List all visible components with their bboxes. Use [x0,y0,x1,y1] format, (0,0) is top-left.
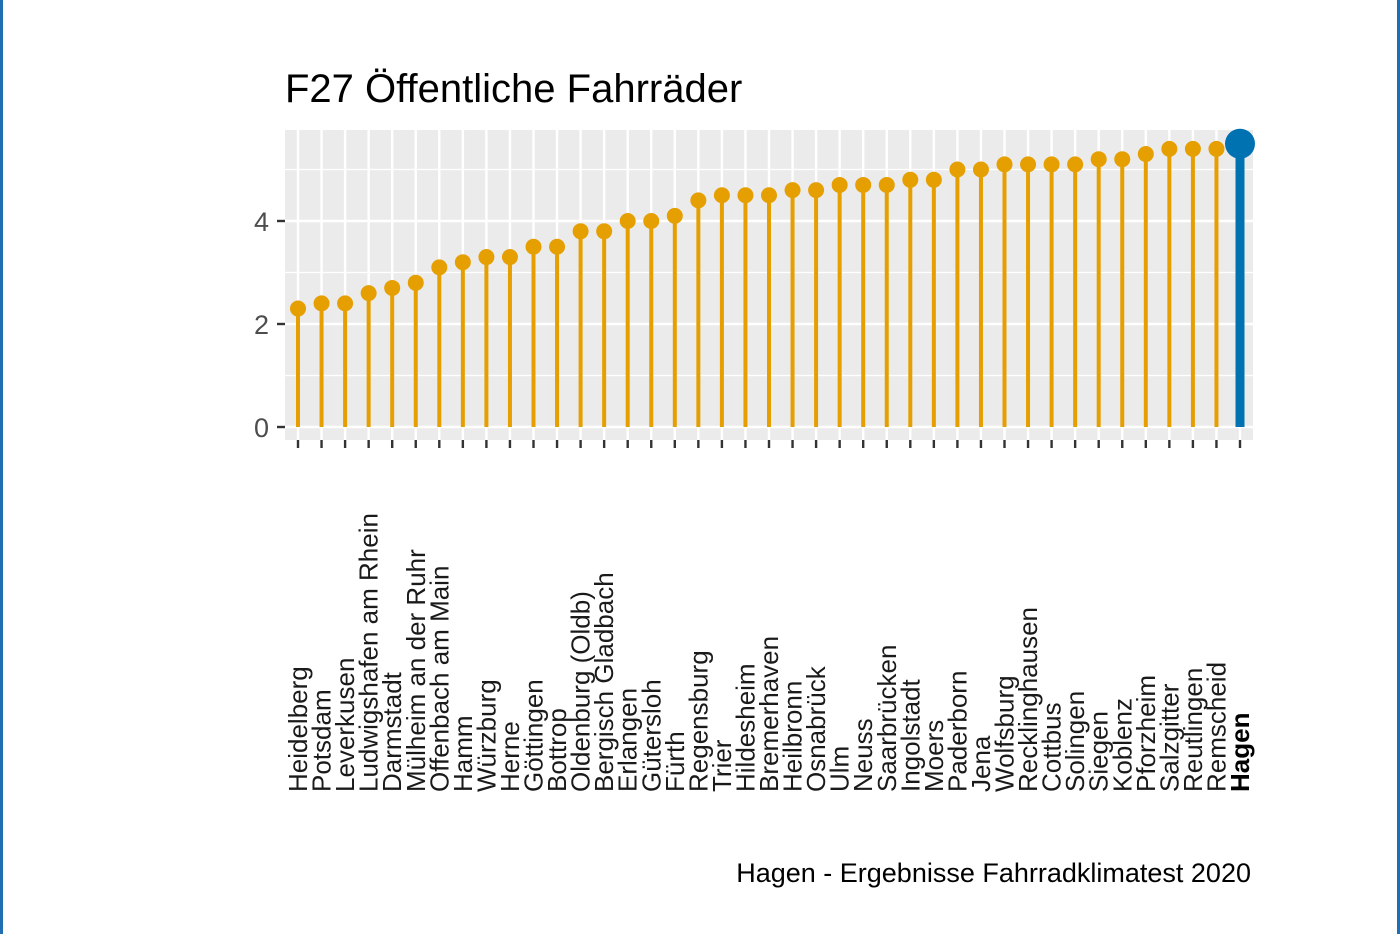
x-tick-label: Hagen [1225,713,1255,792]
x-tick-label: Regensburg [683,650,713,792]
x-tick-label: Wolfsburg [990,675,1020,792]
x-tick-label: Cottbus [1037,702,1067,792]
lollipop-point-Koblenz [1114,151,1131,168]
lollipop-point-Hildesheim [737,187,754,204]
lollipop-point-Moers [925,171,942,188]
x-tick-label: Koblenz [1107,698,1137,792]
x-tick-label: Neuss [848,718,878,792]
lollipop-point-Wolfsburg [996,156,1013,173]
lollipop-point-Siegen [1090,151,1107,168]
y-tick-label: 4 [254,207,269,237]
x-tick-label: Trier [707,739,737,792]
lollipop-point-Bergisch Gladbach [596,223,613,240]
lollipop-point-Heidelberg [290,300,306,317]
x-tick-label: Herne [495,721,525,792]
lollipop-point-Herne [501,249,518,266]
x-tick-label: Hamm [448,715,478,792]
x-tick-label: Paderborn [942,671,972,792]
x-tick-label: Leverkusen [330,658,360,792]
y-tick-label: 0 [254,413,269,443]
x-tick-label: Darmstadt [377,671,407,792]
lollipop-point-Trier [713,187,730,204]
x-tick-label: Saarbrücken [872,645,902,792]
lollipop-point-Osnabrück [808,182,825,199]
x-tick-label: Bergisch Gladbach [589,572,619,792]
x-tick-label: Osnabrück [801,665,831,792]
x-tick-label: Bremerhaven [754,636,784,792]
x-tick-label: Erlangen [613,688,643,792]
lollipop-point-Solingen [1067,156,1084,173]
chart-caption: Hagen - Ergebnisse Fahrradklimatest 2020 [736,858,1251,888]
x-tick-label: Potsdam [307,689,337,792]
lollipop-point-Bremerhaven [761,187,777,204]
chart-title: F27 Öffentliche Fahrräder [285,67,742,111]
x-tick-label: Remscheid [1201,662,1231,792]
x-tick-label: Reutlingen [1178,668,1208,792]
lollipop-point-Recklinghausen [1020,156,1037,173]
x-tick-label: Heilbronn [778,681,808,792]
lollipop-point-Fürth [666,207,683,224]
x-tick-label: Pforzheim [1131,675,1161,792]
lollipop-chart: F27 Öffentliche Fahrräder 0 2 4 Heidelberg… [254,67,1255,888]
x-tick-label: Recklinghausen [1013,607,1043,792]
x-tick-label: Jena [966,735,996,792]
lollipop-point-Mülheim an der Ruhr [407,274,424,291]
lollipop-point-Regensburg [690,192,707,209]
lollipop-point-Ulm [831,176,848,193]
lollipop-point-Ingolstadt [902,171,919,188]
lollipop-point-Gütersloh [643,213,660,229]
lollipop-point-Salzgitter [1161,140,1178,157]
lollipop-point-Oldenburg (Oldb) [572,223,589,240]
x-axis: HeidelbergPotsdamLeverkusenLudwigshafen … [283,440,1255,792]
lollipop-point-Würzburg [478,249,495,266]
lollipop-point-Jena [972,161,989,178]
y-axis: 0 2 4 [254,207,285,443]
lollipop-point-Cottbus [1043,156,1060,173]
x-tick-label: Ludwigshafen am Rhein [354,513,384,792]
lollipop-point-Pforzheim [1137,146,1154,163]
lollipop-point-Offenbach am Main [431,259,448,276]
y-tick-label: 2 [254,310,269,340]
lollipop-point-Hagen [1225,128,1255,159]
x-tick-label: Fürth [660,731,690,792]
lollipop-point-Saarbrücken [878,176,895,193]
x-tick-label: Hildesheim [730,663,760,792]
data-marks [290,128,1255,427]
lollipop-point-Remscheid [1208,140,1225,157]
x-tick-label: Heidelberg [283,666,313,792]
lollipop-point-Hamm [454,254,471,271]
x-tick-label: Solingen [1060,691,1090,792]
lollipop-point-Ludwigshafen am Rhein [360,285,377,302]
lollipop-point-Reutlingen [1184,140,1201,157]
lollipop-point-Erlangen [619,213,636,229]
lollipop-point-Bottrop [549,238,566,255]
x-tick-label: Salzgitter [1154,683,1184,792]
x-tick-label: Moers [919,720,949,792]
lollipop-point-Heilbronn [784,182,801,199]
lollipop-point-Göttingen [525,238,542,255]
x-tick-label: Würzburg [471,679,501,792]
x-tick-label: Siegen [1084,711,1114,792]
x-tick-label: Ingolstadt [895,678,925,792]
x-tick-label: Bottrop [542,708,572,792]
x-tick-label: Göttingen [519,679,549,792]
x-tick-label: Oldenburg (Oldb) [566,591,596,792]
x-tick-label: Ulm [825,746,855,792]
lollipop-point-Paderborn [949,161,966,178]
x-tick-label: Mülheim an der Ruhr [401,549,431,792]
x-tick-label: Gütersloh [636,679,666,792]
lollipop-point-Potsdam [313,295,330,312]
lollipop-point-Darmstadt [384,279,401,296]
lollipop-point-Neuss [855,176,872,193]
lollipop-point-Leverkusen [337,295,354,312]
x-tick-label: Offenbach am Main [424,566,454,792]
